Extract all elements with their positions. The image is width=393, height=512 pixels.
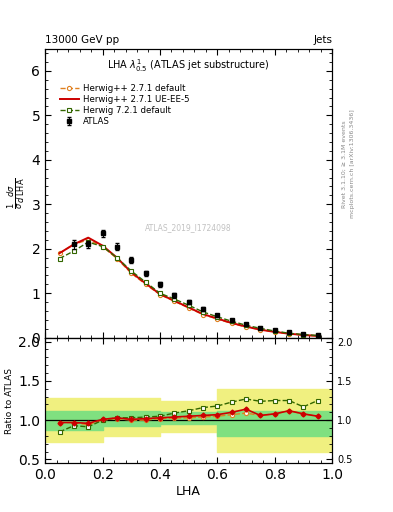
Herwig++ 2.7.1 default: [57, 250, 62, 257]
Line: Herwig++ 2.7.1 default: Herwig++ 2.7.1 default: [57, 238, 320, 338]
Herwig 7.2.1 default: [186, 302, 191, 308]
Herwig++ 2.7.1 default: [100, 243, 105, 249]
Herwig 7.2.1 default: [301, 331, 306, 337]
Herwig++ 2.7.1 UE-EE-5: [258, 327, 263, 333]
Herwig 7.2.1 default: [287, 330, 292, 336]
Herwig 7.2.1 default: [258, 325, 263, 331]
Line: Herwig 7.2.1 default: Herwig 7.2.1 default: [57, 240, 320, 338]
Line: Herwig++ 2.7.1 UE-EE-5: Herwig++ 2.7.1 UE-EE-5: [60, 238, 318, 336]
Herwig 7.2.1 default: [315, 332, 320, 338]
Herwig++ 2.7.1 UE-EE-5: [201, 311, 206, 317]
Herwig++ 2.7.1 default: [258, 327, 263, 333]
Legend: Herwig++ 2.7.1 default, Herwig++ 2.7.1 UE-EE-5, Herwig 7.2.1 default, ATLAS: Herwig++ 2.7.1 default, Herwig++ 2.7.1 U…: [58, 82, 191, 128]
Herwig 7.2.1 default: [86, 239, 90, 245]
Herwig++ 2.7.1 UE-EE-5: [72, 241, 76, 247]
Herwig++ 2.7.1 UE-EE-5: [244, 324, 248, 330]
Herwig++ 2.7.1 UE-EE-5: [186, 304, 191, 310]
Herwig++ 2.7.1 UE-EE-5: [315, 333, 320, 339]
Herwig 7.2.1 default: [158, 290, 162, 296]
Text: LHA $\lambda^{1}_{0.5}$ (ATLAS jet substructure): LHA $\lambda^{1}_{0.5}$ (ATLAS jet subst…: [107, 57, 270, 74]
Herwig++ 2.7.1 default: [186, 305, 191, 311]
Text: Jets: Jets: [313, 34, 332, 45]
Herwig 7.2.1 default: [72, 248, 76, 254]
Herwig++ 2.7.1 UE-EE-5: [287, 331, 292, 337]
Text: ATLAS_2019_I1724098: ATLAS_2019_I1724098: [145, 223, 232, 232]
Herwig++ 2.7.1 default: [315, 333, 320, 339]
Herwig++ 2.7.1 UE-EE-5: [172, 297, 177, 304]
Herwig++ 2.7.1 UE-EE-5: [129, 269, 134, 275]
Herwig 7.2.1 default: [100, 243, 105, 249]
Y-axis label: Ratio to ATLAS: Ratio to ATLAS: [5, 368, 14, 434]
Text: mcplots.cern.ch [arXiv:1306.3436]: mcplots.cern.ch [arXiv:1306.3436]: [350, 110, 355, 218]
Text: 13000 GeV pp: 13000 GeV pp: [45, 34, 119, 45]
Herwig++ 2.7.1 UE-EE-5: [230, 320, 234, 326]
Y-axis label: $\frac{1}{\sigma}\frac{d\sigma}{d\,\mathrm{LHA}}$: $\frac{1}{\sigma}\frac{d\sigma}{d\,\math…: [6, 177, 27, 209]
Herwig 7.2.1 default: [57, 255, 62, 262]
Herwig++ 2.7.1 UE-EE-5: [86, 234, 90, 241]
Herwig++ 2.7.1 default: [230, 321, 234, 327]
Herwig 7.2.1 default: [215, 314, 220, 320]
Herwig++ 2.7.1 default: [287, 331, 292, 337]
Herwig++ 2.7.1 default: [72, 241, 76, 247]
Herwig++ 2.7.1 default: [172, 298, 177, 304]
Herwig++ 2.7.1 default: [115, 255, 119, 262]
Herwig 7.2.1 default: [115, 254, 119, 261]
Herwig 7.2.1 default: [201, 309, 206, 315]
Herwig 7.2.1 default: [272, 328, 277, 334]
Herwig++ 2.7.1 UE-EE-5: [115, 254, 119, 261]
Herwig 7.2.1 default: [172, 296, 177, 302]
Herwig++ 2.7.1 default: [244, 324, 248, 330]
Herwig 7.2.1 default: [230, 318, 234, 324]
Text: Rivet 3.1.10; ≥ 3.1M events: Rivet 3.1.10; ≥ 3.1M events: [342, 120, 347, 208]
Herwig++ 2.7.1 UE-EE-5: [100, 243, 105, 249]
Herwig 7.2.1 default: [143, 279, 148, 285]
Herwig++ 2.7.1 UE-EE-5: [57, 250, 62, 257]
Herwig++ 2.7.1 UE-EE-5: [301, 332, 306, 338]
Herwig++ 2.7.1 UE-EE-5: [158, 291, 162, 297]
Herwig++ 2.7.1 UE-EE-5: [272, 329, 277, 335]
Herwig++ 2.7.1 default: [272, 329, 277, 335]
Herwig++ 2.7.1 UE-EE-5: [215, 315, 220, 322]
Herwig++ 2.7.1 UE-EE-5: [143, 281, 148, 287]
Herwig++ 2.7.1 default: [215, 316, 220, 322]
Herwig++ 2.7.1 default: [143, 281, 148, 287]
Herwig 7.2.1 default: [129, 268, 134, 274]
Herwig++ 2.7.1 default: [301, 332, 306, 338]
Herwig++ 2.7.1 default: [201, 311, 206, 317]
Herwig 7.2.1 default: [244, 322, 248, 328]
Herwig++ 2.7.1 default: [158, 291, 162, 297]
X-axis label: LHA: LHA: [176, 485, 201, 498]
Herwig++ 2.7.1 default: [129, 270, 134, 276]
Herwig++ 2.7.1 default: [86, 237, 90, 243]
